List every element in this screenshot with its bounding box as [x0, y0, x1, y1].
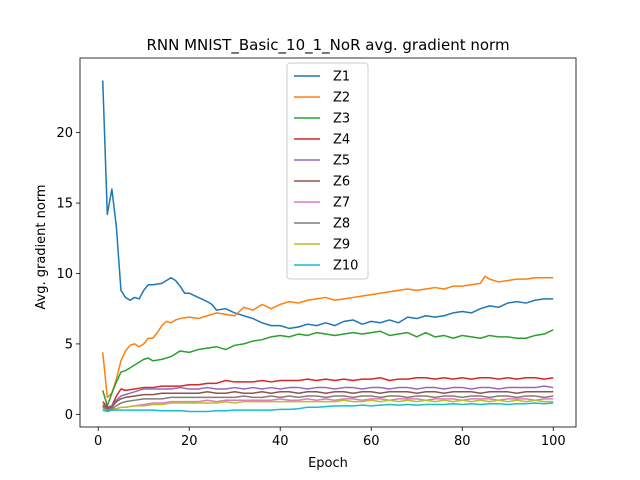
y-tick-label: 10 [56, 267, 73, 282]
legend-label-z6: Z6 [333, 175, 350, 190]
y-tick-label: 0 [65, 408, 73, 423]
legend-label-z4: Z4 [333, 133, 350, 148]
series-line-z3 [102, 329, 554, 407]
legend-label-z5: Z5 [333, 154, 350, 169]
series-line-z8 [102, 395, 554, 411]
legend: Z1 Z2 Z3 Z4 Z5 Z6 Z7 Z8 Z9 Z10 [286, 62, 369, 280]
series-line-z5 [102, 385, 554, 410]
x-tick-label: 60 [363, 434, 380, 449]
axes: 0 20 40 60 80 100 0 5 10 15 20 [56, 57, 577, 449]
series-line-z7 [102, 398, 554, 411]
chart-title: RNN MNIST_Basic_10_1_NoR avg. gradient n… [146, 36, 509, 55]
y-tick-label: 20 [56, 126, 73, 141]
legend-box [286, 62, 369, 280]
series-line-z6 [102, 391, 554, 410]
y-tick-label: 15 [56, 197, 73, 212]
series-line-z9 [102, 399, 554, 413]
x-axis-label: Epoch [308, 456, 348, 471]
series-line-z1 [102, 80, 554, 330]
legend-label-z9: Z9 [333, 238, 350, 253]
legend-label-z2: Z2 [333, 91, 350, 106]
legend-label-z1: Z1 [333, 70, 350, 85]
y-tick-label: 5 [65, 337, 73, 352]
x-tick-label: 0 [94, 434, 102, 449]
legend-label-z3: Z3 [333, 112, 350, 127]
legend-label-z10: Z10 [333, 259, 358, 274]
axes-frame [79, 57, 577, 428]
series-line-z10 [102, 402, 554, 413]
x-tick-label: 80 [454, 434, 471, 449]
x-tick-label: 40 [272, 434, 289, 449]
legend-label-z8: Z8 [333, 217, 350, 232]
series-line-z2 [102, 275, 554, 399]
y-axis-label: Avg. gradient norm [34, 184, 49, 309]
x-tick-label: 20 [181, 434, 198, 449]
series-line-z4 [102, 376, 554, 409]
x-tick-label: 100 [541, 434, 566, 449]
legend-label-z7: Z7 [333, 196, 350, 211]
plot-area [102, 80, 554, 413]
